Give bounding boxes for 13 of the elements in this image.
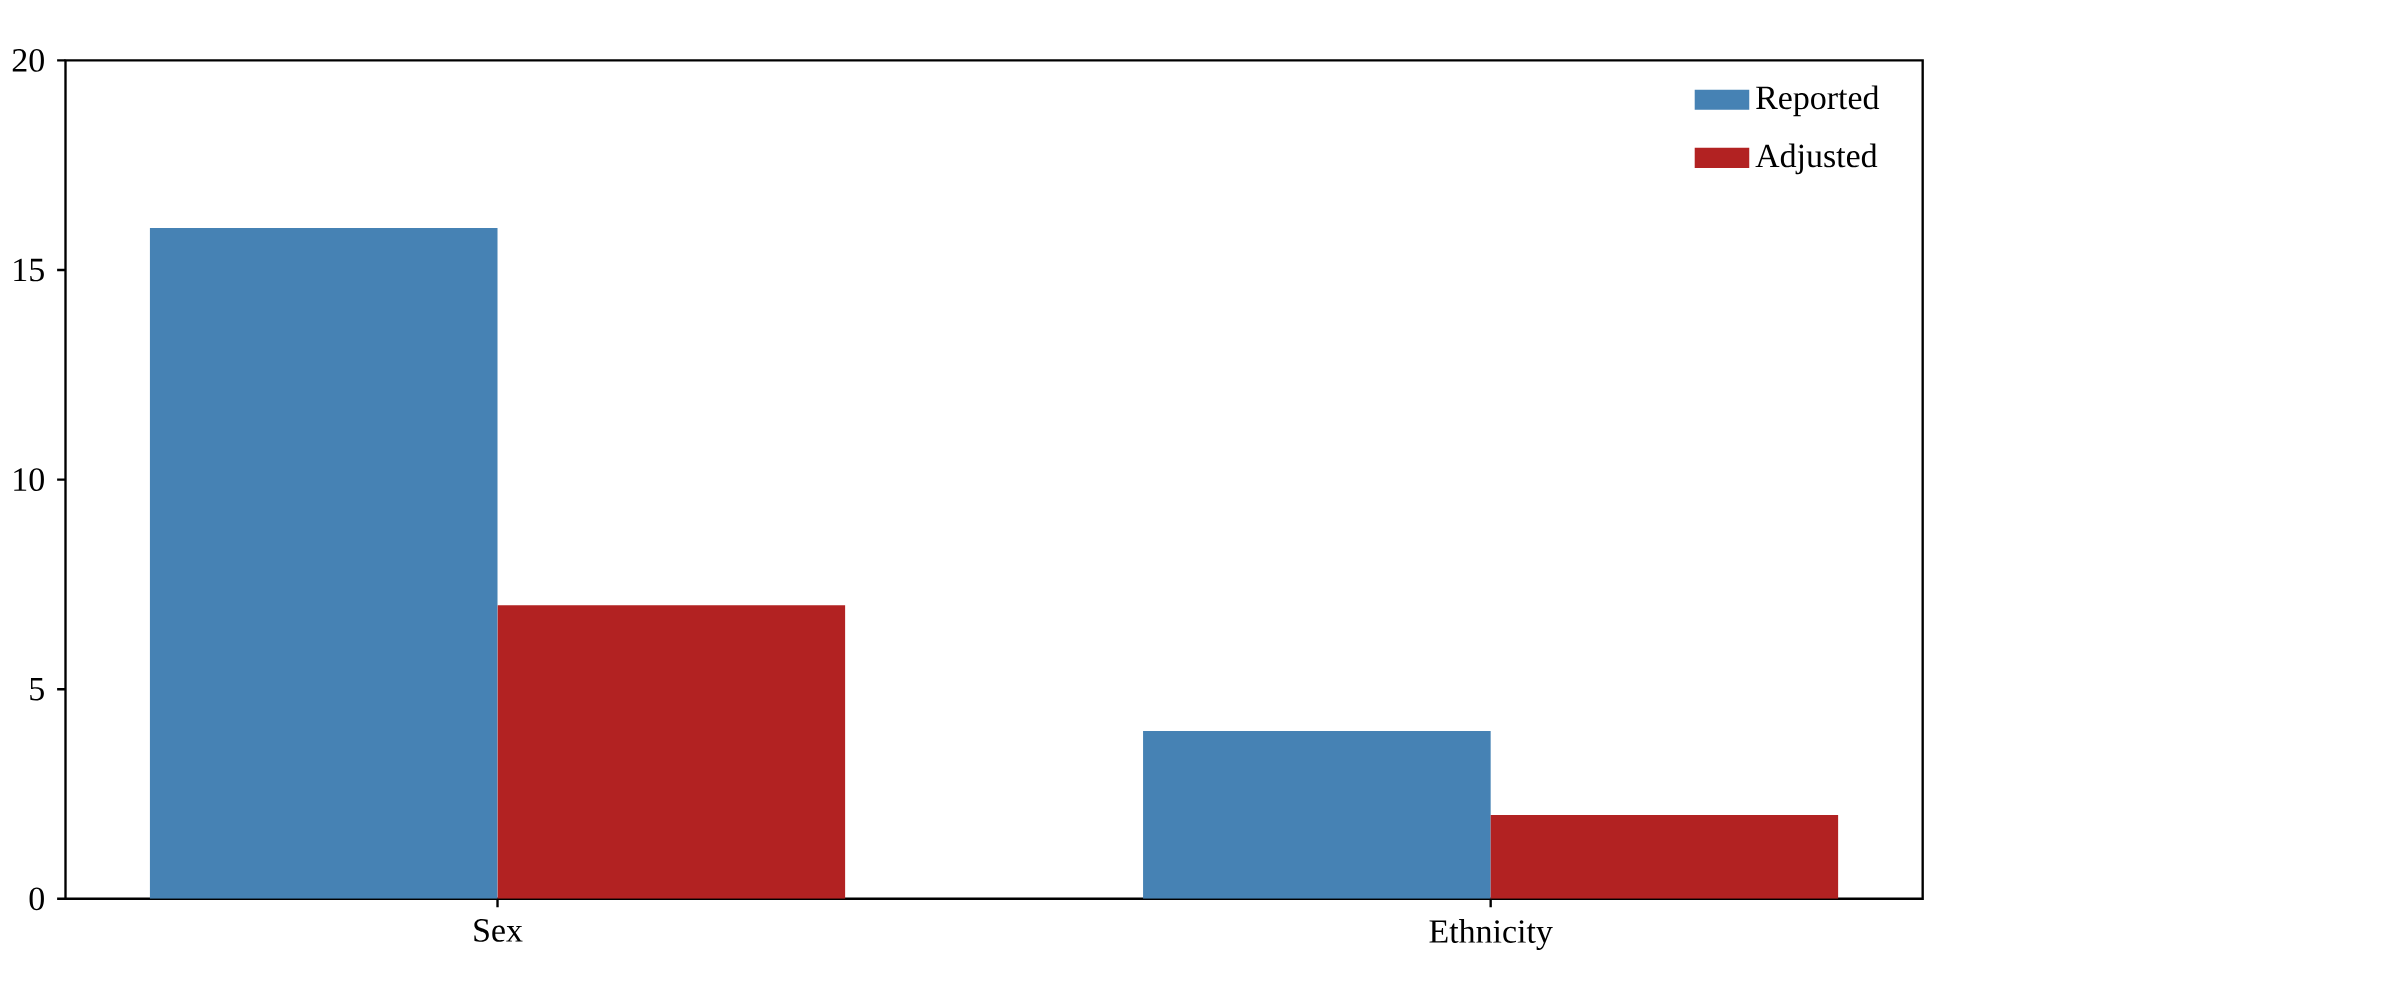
- y-tick-label: 5: [30, 677, 44, 701]
- x-tick-label: Sex: [474, 919, 523, 942]
- y-tick-label: 10: [14, 468, 44, 492]
- bar: [1490, 814, 1839, 899]
- y-tick-label: 15: [14, 258, 44, 282]
- legend-label: Reported: [1756, 85, 1880, 117]
- bar: [1143, 731, 1491, 899]
- legend-label: Adjusted: [1755, 143, 1878, 175]
- y-tick-label: 0: [29, 887, 44, 911]
- bar: [149, 228, 498, 899]
- x-tick-label: Ethnicity: [1429, 919, 1553, 950]
- bar: [497, 605, 846, 899]
- y-tick-label: 20: [12, 49, 44, 72]
